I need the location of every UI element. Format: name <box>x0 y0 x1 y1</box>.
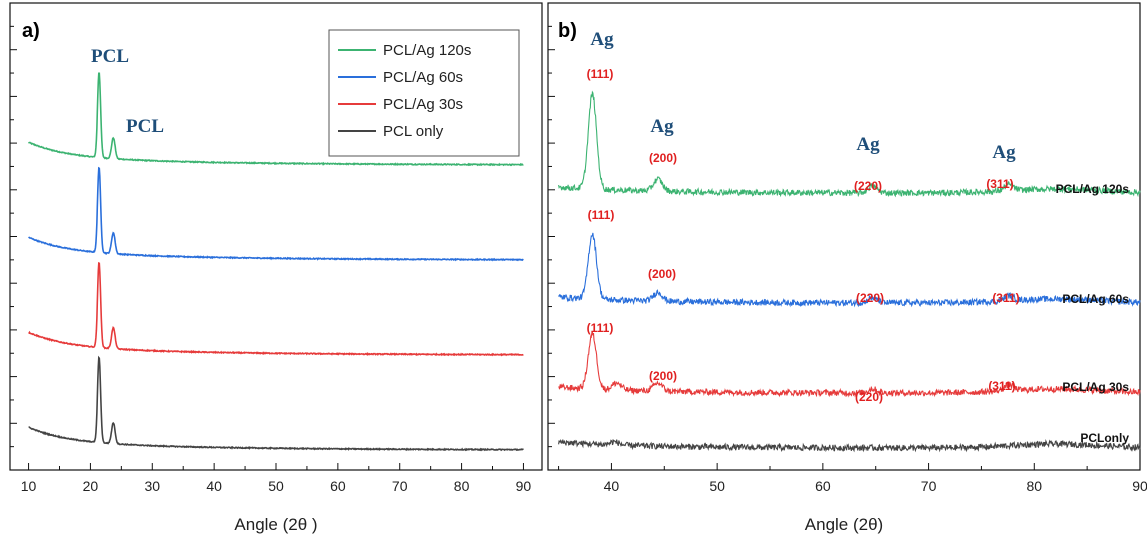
panel-a-peak-label-1: PCL <box>91 46 129 67</box>
panel-b-ticks: 40 50 60 70 80 90 <box>548 25 1147 494</box>
x-tick-label: 40 <box>206 478 222 494</box>
series-line-pcl-only <box>28 355 524 452</box>
series-line-pcl-ag-60s <box>558 232 1141 308</box>
x-tick-label: 50 <box>268 478 284 494</box>
hkl-60s-111: (111) <box>588 208 615 222</box>
series-line-pcl-ag-60s <box>28 166 524 262</box>
series-line-pcl-ag-120s <box>558 90 1141 198</box>
x-tick-label: 90 <box>516 478 532 494</box>
x-tick-label: 80 <box>454 478 470 494</box>
panel-b-tag-60s: PCL/Ag 60s <box>1062 292 1129 306</box>
hkl-30s-311: (311) <box>988 379 1015 393</box>
panel-a: 10 20 30 40 50 60 70 80 90 a) PCL PCL PCL/Ag 120… <box>9 2 543 534</box>
series-line-pclonly <box>558 439 1141 453</box>
hkl-60s-220: (220) <box>856 291 884 305</box>
panel-b: 40 50 60 70 80 90 b) Ag Ag Ag Ag (111) (200) … <box>547 2 1147 534</box>
series-line-pcl-ag-30s <box>28 261 524 357</box>
hkl-30s-200: (200) <box>649 369 677 383</box>
hkl-120s-220: (220) <box>854 179 882 193</box>
legend-entry-30s: PCL/Ag 30s <box>383 96 463 113</box>
panel-a-x-axis-title: Angle (2θ ) <box>234 515 317 534</box>
panel-a-series <box>27 72 524 452</box>
hkl-120s-200: (200) <box>649 151 677 165</box>
panel-b-label: b) <box>558 20 577 42</box>
panel-a-peak-label-2: PCL <box>126 116 164 137</box>
hkl-60s-200: (200) <box>648 267 676 281</box>
hkl-30s-220: (220) <box>855 390 883 404</box>
hkl-30s-111: (111) <box>587 321 614 335</box>
panel-a-ticks: 10 20 30 40 50 60 70 80 90 <box>10 25 532 494</box>
x-tick-label: 10 <box>21 478 37 494</box>
x-tick-label: 30 <box>144 478 160 494</box>
panel-b-ag-label-200: Ag <box>650 116 674 137</box>
x-tick-label: 40 <box>604 478 620 494</box>
legend-entry-60s: PCL/Ag 60s <box>383 69 463 86</box>
hkl-120s-311: (311) <box>986 177 1013 191</box>
panel-b-series <box>558 90 1141 453</box>
x-tick-label: 70 <box>392 478 408 494</box>
x-tick-label: 80 <box>1026 478 1042 494</box>
hkl-60s-311: (311) <box>992 291 1019 305</box>
panel-b-frame <box>547 2 1141 471</box>
panel-b-ag-label-220: Ag <box>856 134 880 155</box>
x-tick-label: 60 <box>330 478 346 494</box>
panel-b-tag-120s: PCL/Ag 120s <box>1056 182 1130 196</box>
hkl-120s-111: (111) <box>587 67 614 81</box>
panel-b-ag-label-111: Ag <box>590 29 614 50</box>
x-tick-label: 20 <box>83 478 99 494</box>
x-tick-label: 70 <box>921 478 937 494</box>
panel-b-x-axis-title: Angle (2θ) <box>805 515 883 534</box>
x-tick-label: 50 <box>709 478 725 494</box>
series-line-pcl-ag-120s <box>27 72 524 167</box>
panel-b-tag-30s: PCL/Ag 30s <box>1062 380 1129 394</box>
legend: PCL/Ag 120s PCL/Ag 60s PCL/Ag 30s PCL on… <box>328 29 520 157</box>
x-tick-label: 60 <box>815 478 831 494</box>
panel-b-ag-label-311: Ag <box>992 142 1016 163</box>
legend-entry-120s: PCL/Ag 120s <box>383 42 471 59</box>
legend-entry-pcl-only: PCL only <box>383 123 444 140</box>
panel-a-label: a) <box>22 20 40 42</box>
panel-b-tag-pcl-only: PCLonly <box>1080 431 1129 445</box>
x-tick-label: 90 <box>1132 478 1147 494</box>
series-line-pcl-ag-30s <box>558 330 1141 398</box>
